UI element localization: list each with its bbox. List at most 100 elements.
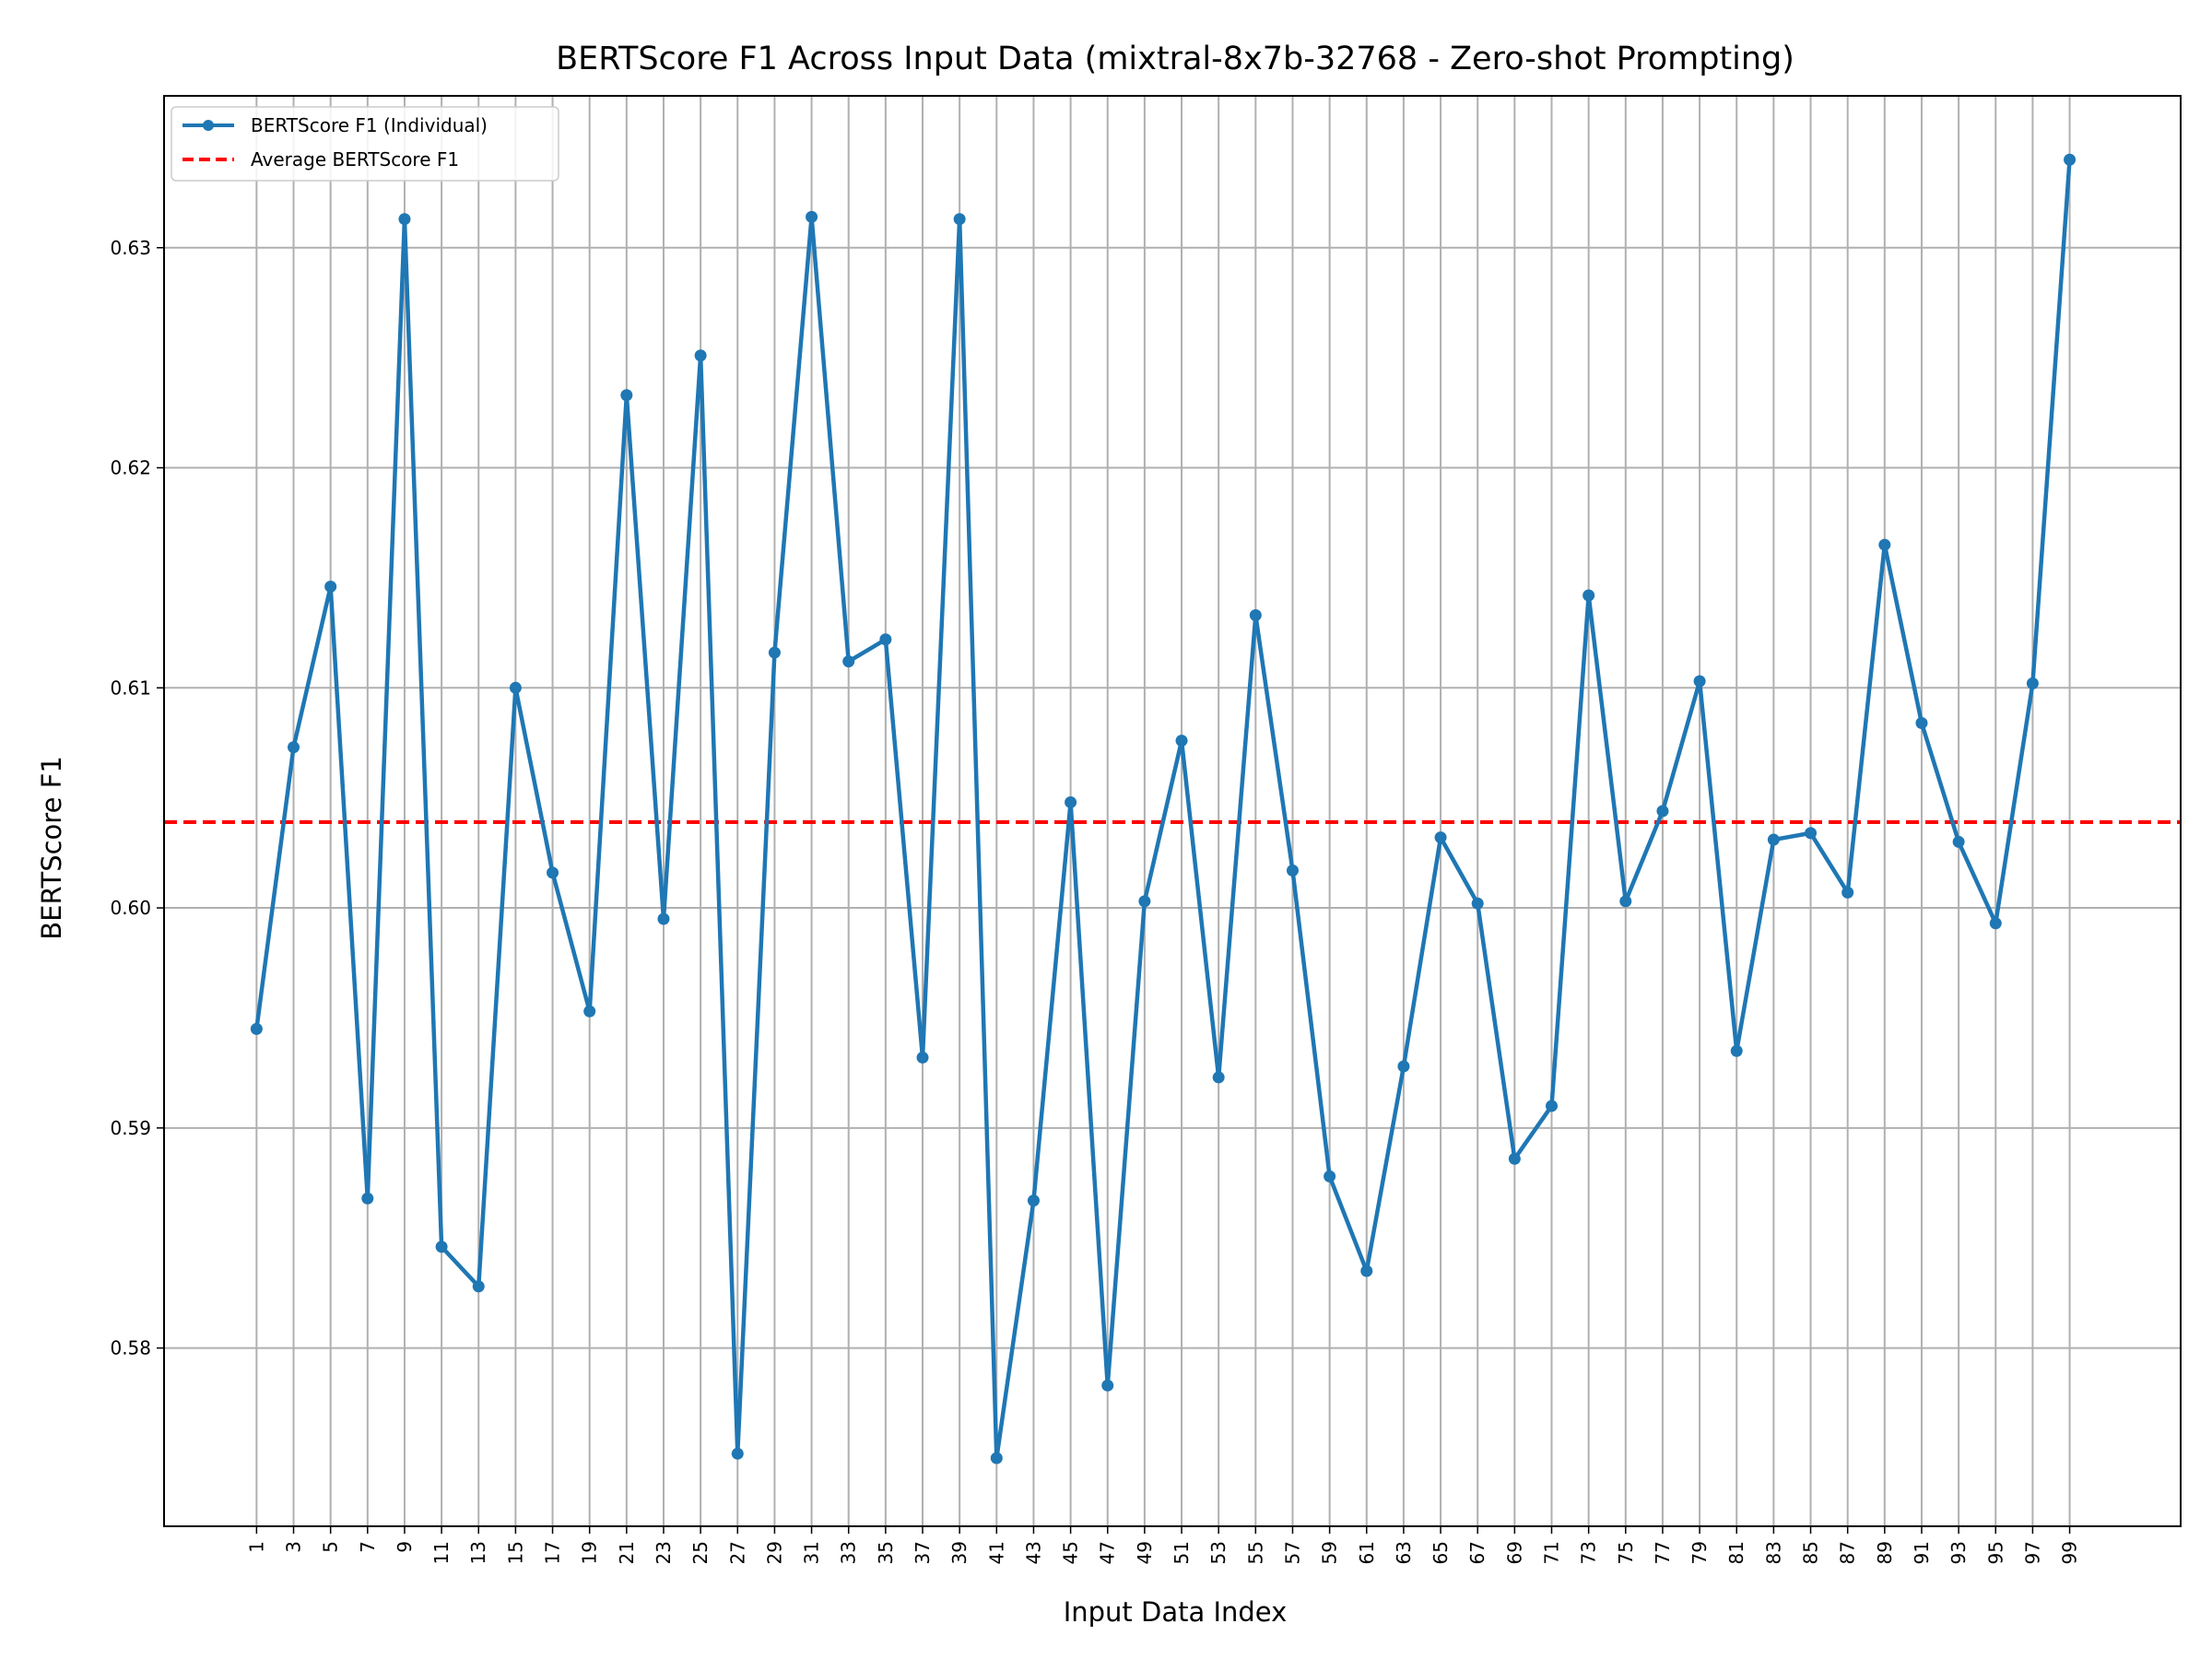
x-tick-label: 83 [1762, 1541, 1784, 1564]
legend-box [171, 106, 559, 182]
data-point [620, 389, 633, 402]
data-point [324, 580, 337, 593]
data-point [990, 1452, 1003, 1465]
x-tick-label: 33 [838, 1541, 860, 1564]
data-point [657, 912, 670, 925]
series-line-individual [254, 159, 2072, 1461]
data-point [1065, 795, 1077, 808]
grid [164, 96, 2181, 1526]
data-point [1841, 886, 1854, 899]
data-point [1249, 608, 1262, 621]
x-tick-label: 77 [1652, 1541, 1674, 1564]
x-tick-label: 29 [763, 1541, 785, 1564]
x-tick-label: 41 [985, 1541, 1007, 1564]
y-axis-label: BERTScore F1 [36, 756, 67, 940]
data-point [1730, 1044, 1743, 1057]
x-tick-label: 9 [394, 1541, 416, 1553]
data-point [1027, 1194, 1040, 1207]
x-tick-label: 93 [1947, 1541, 1970, 1564]
x-axis-ticks: 1 3 5 7 9 11 13 15 17 19 21 23 25 27 29 31 33 35 37 39 41 43 4… [245, 1526, 2081, 1564]
x-tick-label: 79 [1688, 1541, 1711, 1564]
x-tick-label: 43 [1022, 1541, 1044, 1564]
x-tick-label: 91 [1911, 1541, 1933, 1564]
x-tick-label: 85 [1800, 1541, 1822, 1564]
legend-label-individual: BERTScore F1 (Individual) [251, 114, 488, 136]
x-tick-label: 61 [1356, 1541, 1378, 1564]
x-tick-label: 25 [689, 1541, 712, 1564]
data-point [1286, 864, 1299, 877]
data-point [1508, 1152, 1521, 1165]
x-tick-label: 21 [616, 1541, 638, 1564]
data-point [2064, 153, 2077, 166]
data-point [916, 1051, 929, 1064]
x-tick-label: 71 [1541, 1541, 1563, 1564]
data-point [250, 1022, 263, 1035]
x-tick-label: 87 [1837, 1541, 1859, 1564]
legend-label-average: Average BERTScore F1 [251, 148, 459, 171]
x-tick-label: 27 [726, 1541, 748, 1564]
data-point [768, 646, 781, 659]
data-point [1952, 835, 1965, 848]
x-tick-label: 59 [1319, 1541, 1341, 1564]
data-point [731, 1447, 744, 1460]
legend: BERTScore F1 (Individual) Average BERTSc… [171, 106, 559, 182]
x-tick-label: 69 [1503, 1541, 1525, 1564]
data-point [806, 210, 818, 223]
data-point [1805, 827, 1818, 840]
data-point [2026, 677, 2039, 690]
x-tick-label: 81 [1725, 1541, 1747, 1564]
x-tick-label: 95 [1984, 1541, 2006, 1564]
data-point [694, 349, 707, 362]
x-tick-label: 63 [1393, 1541, 1415, 1564]
y-tick-label: 0.58 [110, 1337, 151, 1359]
data-point [1583, 589, 1595, 602]
x-tick-label: 15 [504, 1541, 526, 1564]
chart-title: BERTScore F1 Across Input Data (mixtral-… [556, 41, 1794, 77]
data-point [398, 213, 411, 226]
data-point [1546, 1100, 1559, 1112]
x-tick-label: 53 [1207, 1541, 1230, 1564]
data-point [583, 1005, 596, 1018]
x-tick-label: 57 [1281, 1541, 1303, 1564]
data-point [509, 681, 522, 694]
x-tick-label: 45 [1060, 1541, 1082, 1564]
data-point [361, 1192, 374, 1205]
data-point [842, 655, 855, 668]
y-axis-ticks: 0.58 0.59 0.60 0.61 0.62 0.63 [110, 237, 164, 1359]
legend-marker-individual [203, 120, 214, 131]
data-point [953, 213, 966, 226]
x-tick-label: 51 [1171, 1541, 1193, 1564]
x-tick-label: 47 [1097, 1541, 1119, 1564]
x-tick-label: 23 [653, 1541, 675, 1564]
x-tick-label: 31 [801, 1541, 823, 1564]
data-point [1619, 895, 1632, 908]
series-layer [250, 153, 2077, 1465]
x-tick-label: 65 [1430, 1541, 1452, 1564]
x-tick-label: 37 [912, 1541, 934, 1564]
plot-frame [163, 95, 2182, 1527]
y-tick-label: 0.59 [110, 1117, 151, 1139]
data-point [1101, 1379, 1114, 1392]
data-point [1989, 917, 2002, 930]
data-point [288, 741, 300, 754]
x-tick-label: 97 [2021, 1541, 2043, 1564]
x-tick-label: 1 [245, 1541, 267, 1553]
x-tick-label: 99 [2059, 1541, 2081, 1564]
data-point [1434, 831, 1447, 844]
data-point [472, 1280, 485, 1293]
data-point [1360, 1265, 1373, 1277]
data-point [1693, 675, 1706, 688]
y-tick-label: 0.61 [110, 677, 151, 699]
x-tick-label: 49 [1134, 1541, 1156, 1564]
x-tick-label: 35 [875, 1541, 897, 1564]
y-tick-label: 0.60 [110, 897, 151, 919]
data-point [1175, 735, 1188, 747]
x-tick-label: 11 [430, 1541, 453, 1564]
data-point [1397, 1060, 1410, 1073]
x-tick-label: 55 [1244, 1541, 1266, 1564]
data-point [1767, 833, 1780, 846]
data-point [1324, 1170, 1336, 1182]
x-tick-label: 19 [579, 1541, 601, 1564]
